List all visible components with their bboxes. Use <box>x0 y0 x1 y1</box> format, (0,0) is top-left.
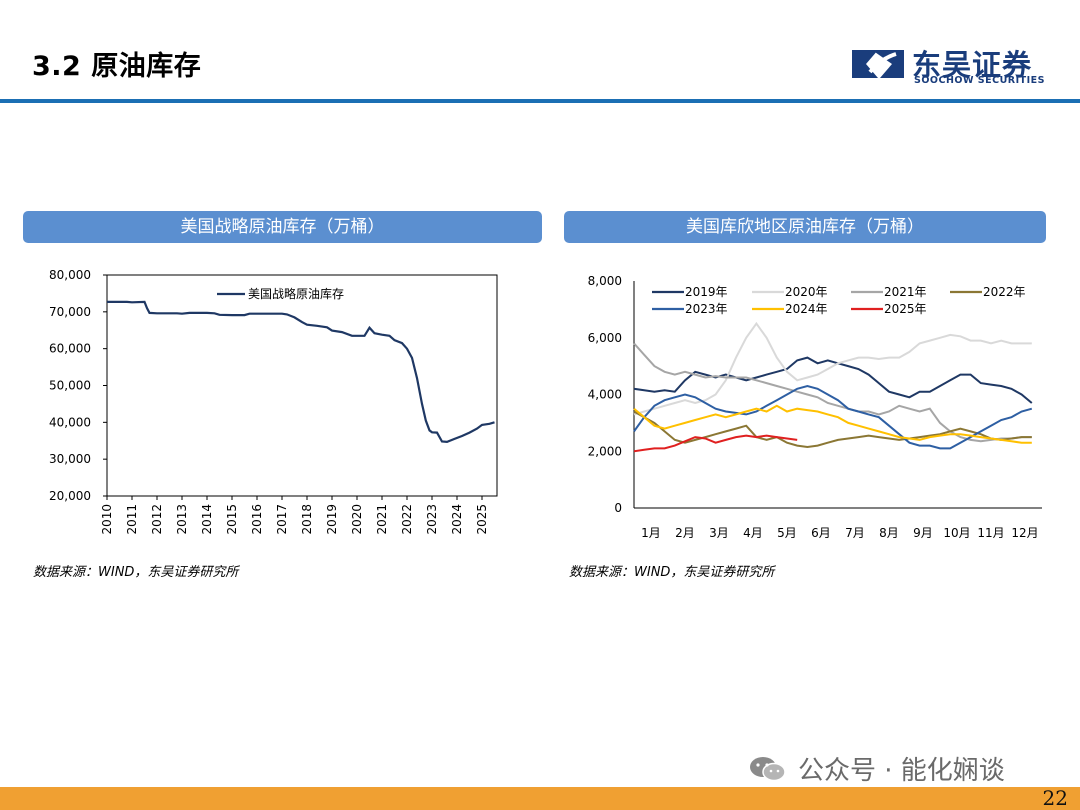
x-tick-label: 2019 <box>325 504 339 535</box>
x-tick-label: 2025 <box>475 504 489 535</box>
x-tick-label: 8月 <box>879 526 899 540</box>
right-chart-header: 美国库欣地区原油库存（万桶） <box>564 211 1046 243</box>
legend-label: 2025年 <box>884 302 927 316</box>
y-tick-label: 40,000 <box>49 415 91 429</box>
x-tick-label: 2022 <box>400 504 414 535</box>
legend-label: 2019年 <box>685 285 728 299</box>
legend-label: 2020年 <box>785 285 828 299</box>
legend-label: 2021年 <box>884 285 927 299</box>
x-tick-label: 11月 <box>977 526 1004 540</box>
right-chart-source: 数据来源：WIND，东吴证券研究所 <box>569 565 775 580</box>
y-tick-label: 20,000 <box>49 489 91 503</box>
legend-label: 2023年 <box>685 302 728 316</box>
plot-frame <box>106 274 498 497</box>
y-tick-label: 80,000 <box>49 268 91 282</box>
wechat-icon <box>750 757 786 782</box>
x-tick-label: 2021 <box>375 504 389 535</box>
x-tick-label: 2024 <box>450 504 464 535</box>
left-chart-source: 数据来源：WIND，东吴证券研究所 <box>33 565 239 580</box>
y-tick-label: 60,000 <box>49 342 91 356</box>
series-line-2019年 <box>633 356 1033 404</box>
y-tick-label: 70,000 <box>49 305 91 319</box>
x-tick-label: 2023 <box>425 504 439 535</box>
x-tick-label: 2015 <box>225 504 239 535</box>
legend-label: 2024年 <box>785 302 828 316</box>
x-tick-label: 2012 <box>150 504 164 535</box>
series-line-2020年 <box>633 321 1032 416</box>
legend-label: 2022年 <box>983 285 1026 299</box>
logo-chinese-name: 东吴证券 <box>912 48 1033 82</box>
x-tick-label: 6月 <box>811 526 831 540</box>
watermark-text: 公众号 · 能化娴谈 <box>798 756 1005 786</box>
footer-bar <box>0 787 1080 810</box>
series-line-spr <box>107 300 495 444</box>
x-tick-label: 2010 <box>100 504 114 535</box>
x-tick-label: 7月 <box>845 526 865 540</box>
y-tick-label: 6,000 <box>588 331 622 345</box>
logo-english-name: SOOCHOW SECURITIES <box>914 75 1045 86</box>
x-tick-label: 9月 <box>913 526 933 540</box>
x-tick-label: 12月 <box>1011 526 1038 540</box>
series-line-2025年 <box>633 434 798 453</box>
left-chart-header: 美国战略原油库存（万桶） <box>23 211 542 243</box>
x-tick-label: 1月 <box>641 526 661 540</box>
y-tick-label: 0 <box>614 501 622 515</box>
cushing-chart: 8,000 6,000 4,000 2,000 0 1月 2月 3月 4月 5月 6月 7月 8月 9月 1… <box>588 274 1042 540</box>
x-tick-label: 10月 <box>943 526 970 540</box>
x-tick-label: 2月 <box>675 526 695 540</box>
y-tick-label: 50,000 <box>49 379 91 393</box>
series-line-2024年 <box>633 404 1032 444</box>
company-logo: 东吴证券 SOOCHOW SECURITIES <box>848 42 1058 88</box>
x-tick-label: 2013 <box>175 504 189 535</box>
x-tick-label: 4月 <box>743 526 763 540</box>
x-tick-label: 5月 <box>777 526 797 540</box>
x-tick-label: 2018 <box>300 504 314 535</box>
y-tick-label: 4,000 <box>588 388 622 402</box>
series-line-2021年 <box>633 342 1032 443</box>
y-tick-label: 8,000 <box>588 274 622 288</box>
spr-chart: 80,000 70,000 60,000 50,000 40,000 30,000 20,0… <box>49 268 498 535</box>
x-tick-label: 3月 <box>709 526 729 540</box>
header-divider <box>0 99 1080 103</box>
x-tick-label: 2020 <box>350 504 364 535</box>
y-tick-label: 2,000 <box>588 444 622 458</box>
logo-mark-icon <box>852 50 904 78</box>
y-tick-label: 30,000 <box>49 452 91 466</box>
x-tick-label: 2011 <box>125 504 139 535</box>
page-title: 3.2 原油库存 <box>32 51 202 82</box>
legend-label: 美国战略原油库存 <box>248 286 344 301</box>
series-line-2023年 <box>633 384 1033 450</box>
x-tick-label: 2017 <box>275 504 289 535</box>
x-tick-label: 2016 <box>250 504 264 535</box>
watermark: 公众号 · 能化娴谈 <box>748 750 1048 786</box>
page-number: 22 <box>1042 786 1068 810</box>
x-tick-label: 2014 <box>200 504 214 535</box>
